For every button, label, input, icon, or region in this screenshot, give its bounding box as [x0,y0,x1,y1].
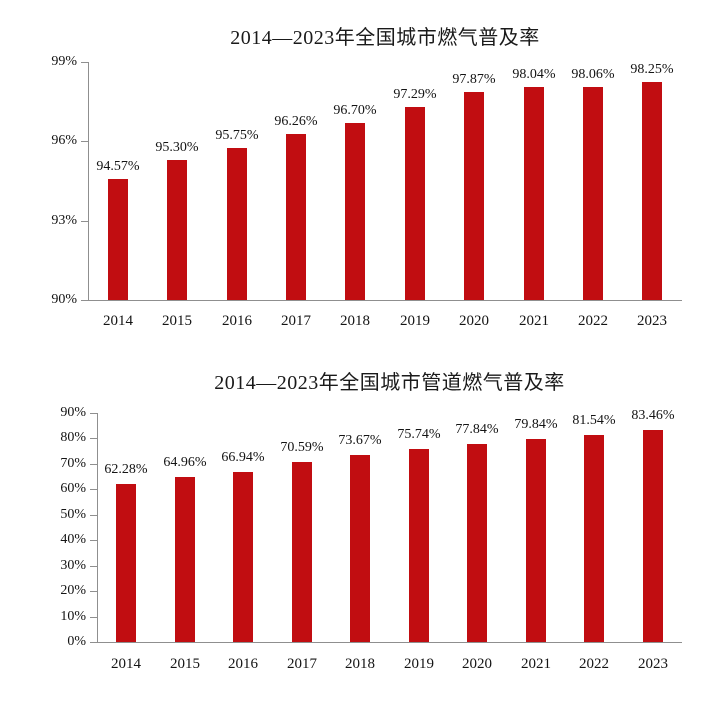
bar [350,455,370,642]
bar [108,179,128,300]
bar-value-label: 83.46% [631,408,675,423]
bar [175,477,195,642]
x-axis-label: 2021 [521,656,551,672]
x-axis-label: 2023 [637,313,667,329]
y-tick-mark [90,489,97,490]
bar-value-label: 97.29% [393,87,437,102]
x-axis-label: 2016 [228,656,258,672]
y-axis-line [88,62,89,301]
bar-value-label: 98.25% [630,62,674,77]
y-tick-mark [90,438,97,439]
bar [227,148,247,300]
x-axis-label: 2020 [462,656,492,672]
x-axis-label: 2014 [103,313,133,329]
x-axis-label: 2023 [638,656,668,672]
bar-value-label: 75.74% [397,427,441,442]
x-axis-label: 2015 [162,313,192,329]
bar-value-label: 98.06% [571,67,615,82]
bar [643,430,663,642]
y-tick-mark [90,540,97,541]
y-axis-label: 20% [60,583,86,598]
x-axis-label: 2016 [222,313,252,329]
bar [526,439,546,642]
y-tick-mark [90,464,97,465]
bar-value-label: 70.59% [280,440,324,455]
y-tick-mark [81,141,88,142]
y-axis-label: 96% [51,133,77,148]
y-tick-mark [81,62,88,63]
x-axis-label: 2017 [281,313,311,329]
bar [405,107,425,300]
bar-value-label: 95.30% [155,140,199,155]
y-axis-label: 0% [67,634,86,649]
y-tick-mark [90,642,97,643]
y-axis-line [97,413,98,643]
x-axis-label: 2019 [400,313,430,329]
chart2-title: 2014—2023年全国城市管道燃气普及率 [214,372,565,394]
x-axis-label: 2022 [579,656,609,672]
bar-value-label: 96.70% [333,103,377,118]
y-tick-mark [81,221,88,222]
bar-value-label: 73.67% [338,433,382,448]
y-axis-label: 10% [60,609,86,624]
y-tick-mark [81,300,88,301]
x-axis-label: 2015 [170,656,200,672]
y-axis-label: 99% [51,54,77,69]
y-axis-label: 60% [60,481,86,496]
bar-value-label: 62.28% [104,462,148,477]
y-axis-label: 50% [60,507,86,522]
bar [584,435,604,642]
bar [292,462,312,642]
y-axis-label: 30% [60,558,86,573]
bar-value-label: 66.94% [221,450,265,465]
bar [233,472,253,642]
bar [167,160,187,300]
bar-value-label: 97.87% [452,72,496,87]
y-axis-label: 80% [60,430,86,445]
y-tick-mark [90,413,97,414]
bar [642,82,662,300]
bar [467,444,487,642]
bar [286,134,306,300]
y-tick-mark [90,591,97,592]
x-axis-label: 2019 [404,656,434,672]
y-axis-label: 90% [60,405,86,420]
bar [116,484,136,642]
y-axis-label: 40% [60,532,86,547]
y-tick-mark [90,566,97,567]
bar-value-label: 77.84% [455,422,499,437]
chart1-title: 2014—2023年全国城市燃气普及率 [230,27,540,49]
y-tick-mark [90,617,97,618]
y-axis-label: 90% [51,292,77,307]
bar [464,92,484,300]
bar-value-label: 94.57% [96,159,140,174]
x-axis-line [97,642,682,643]
x-axis-line [88,300,682,301]
bar-value-label: 98.04% [512,67,556,82]
x-axis-label: 2017 [287,656,317,672]
bar [345,123,365,300]
x-axis-label: 2021 [519,313,549,329]
bar [409,449,429,642]
bar-value-label: 95.75% [215,128,259,143]
x-axis-label: 2020 [459,313,489,329]
y-axis-label: 93% [51,213,77,228]
bar [583,87,603,300]
x-axis-label: 2022 [578,313,608,329]
bar-value-label: 79.84% [514,417,558,432]
bar-value-label: 96.26% [274,114,318,129]
y-axis-label: 70% [60,456,86,471]
bar-value-label: 64.96% [163,455,207,470]
x-axis-label: 2018 [345,656,375,672]
bar [524,87,544,300]
y-tick-mark [90,515,97,516]
bar-value-label: 81.54% [572,413,616,428]
x-axis-label: 2014 [111,656,141,672]
x-axis-label: 2018 [340,313,370,329]
